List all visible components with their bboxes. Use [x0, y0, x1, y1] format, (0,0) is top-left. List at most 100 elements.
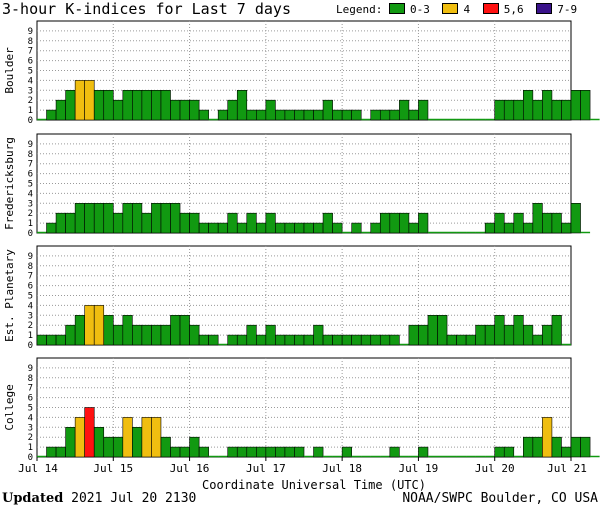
x-tick-label: Jul 19 — [399, 462, 439, 475]
k-index-bar — [84, 407, 95, 458]
k-index-bar — [389, 446, 400, 458]
k-index-bar — [379, 212, 391, 234]
y-tick-label: 7 — [28, 47, 33, 57]
legend: Legend: 0-3 4 5,6 7-9 — [336, 3, 583, 16]
k-index-bar — [532, 99, 543, 121]
k-index-bar — [65, 324, 76, 346]
y-tick-label: 3 — [28, 423, 33, 433]
k-index-bar — [418, 99, 429, 121]
y-tick-label: 4 — [28, 413, 33, 423]
k-index-bar — [160, 324, 171, 346]
y-tick-label: 4 — [28, 301, 33, 311]
k-index-bar — [198, 334, 209, 346]
k-index-bar — [513, 212, 524, 234]
k-index-bar — [418, 324, 429, 346]
k-index-bar — [170, 203, 181, 234]
k-index-bar — [265, 212, 276, 234]
k-index-bar — [84, 305, 95, 346]
k-index-bar — [475, 324, 486, 346]
k-index-bar — [303, 109, 314, 121]
k-index-bar — [132, 90, 143, 121]
k-index-bar — [74, 314, 85, 346]
legend-item-label: 4 — [463, 3, 471, 16]
y-tick-label: 8 — [28, 374, 33, 384]
k-index-bar — [189, 324, 200, 346]
x-tick-label: Jul 21 — [547, 462, 587, 475]
k-index-bar — [103, 90, 114, 121]
k-index-bar — [84, 203, 95, 234]
x-tick-label: Jul 14 — [18, 462, 58, 475]
k-index-bar — [551, 99, 562, 121]
k-index-bar — [160, 436, 171, 458]
k-index-bar — [513, 99, 524, 121]
k-index-bar — [46, 109, 57, 121]
k-index-bar — [151, 417, 162, 458]
k-index-bar — [275, 334, 286, 346]
legend-item-label: 7-9 — [557, 3, 578, 16]
k-index-bar — [399, 99, 410, 121]
y-tick-label: 2 — [28, 96, 33, 106]
y-tick-label: 5 — [28, 292, 33, 302]
y-tick-label: 4 — [28, 76, 33, 86]
k-index-bar — [189, 436, 200, 458]
k-index-bar — [341, 446, 352, 458]
k-index-bar — [122, 417, 133, 458]
k-index-bar — [389, 334, 400, 346]
k-index-bar — [236, 90, 248, 121]
k-index-bar — [408, 109, 419, 121]
k-index-bar — [189, 99, 200, 121]
k-index-bar — [284, 222, 295, 234]
y-tick-label: 8 — [28, 150, 33, 160]
legend-swatch — [442, 3, 459, 14]
k-index-bar — [503, 222, 515, 234]
k-index-bar — [256, 109, 267, 121]
k-index-bar — [503, 99, 515, 121]
k-index-bar — [93, 426, 105, 458]
k-index-bar — [532, 334, 543, 346]
k-index-bar — [370, 334, 381, 346]
k-index-bar — [523, 222, 534, 234]
k-index-bar — [303, 222, 314, 234]
k-index-bar — [456, 334, 467, 346]
k-index-bar — [503, 324, 515, 346]
k-index-bar — [198, 446, 209, 458]
k-index-bar — [370, 222, 381, 234]
k-index-bar — [532, 436, 543, 458]
k-index-bar — [132, 203, 143, 234]
chart-title: 3-hour K-indices for Last 7 days — [2, 0, 291, 18]
legend-swatch — [482, 3, 499, 14]
k-index-bar — [551, 314, 562, 346]
k-index-bar — [322, 334, 333, 346]
k-index-bar — [446, 334, 457, 346]
y-tick-label: 3 — [28, 199, 33, 209]
k-index-bar — [103, 436, 114, 458]
k-index-bar — [580, 436, 591, 458]
k-index-bar — [132, 426, 143, 458]
updated-timestamp: Updated 2021 Jul 20 2130 — [2, 491, 196, 506]
station-label: Est. Planetary — [3, 249, 16, 342]
k-index-bar — [542, 90, 553, 121]
k-index-bar — [313, 324, 324, 346]
y-tick-label: 9 — [28, 252, 33, 262]
legend-item-5-6: 5,6 — [482, 3, 524, 16]
k-index-bar — [484, 222, 496, 234]
k-index-bar — [370, 109, 381, 121]
k-index-bar — [294, 446, 305, 458]
k-index-bar — [379, 109, 391, 121]
k-index-bar — [313, 109, 324, 121]
y-tick-label: 5 — [28, 180, 33, 190]
k-index-bar — [551, 436, 562, 458]
y-tick-label: 2 — [28, 433, 33, 443]
x-tick-label: Jul 20 — [475, 462, 515, 475]
k-index-bar — [55, 334, 66, 346]
k-index-bar — [389, 212, 400, 234]
legend-swatch — [536, 3, 553, 14]
y-tick-label: 6 — [28, 57, 33, 67]
k-index-bar — [265, 446, 276, 458]
y-tick-label: 6 — [28, 282, 33, 292]
k-index-bar — [561, 99, 572, 121]
k-index-bar — [74, 203, 85, 234]
legend-item-label: 5,6 — [503, 3, 524, 16]
k-index-bar — [418, 212, 429, 234]
k-index-bar — [74, 80, 85, 121]
